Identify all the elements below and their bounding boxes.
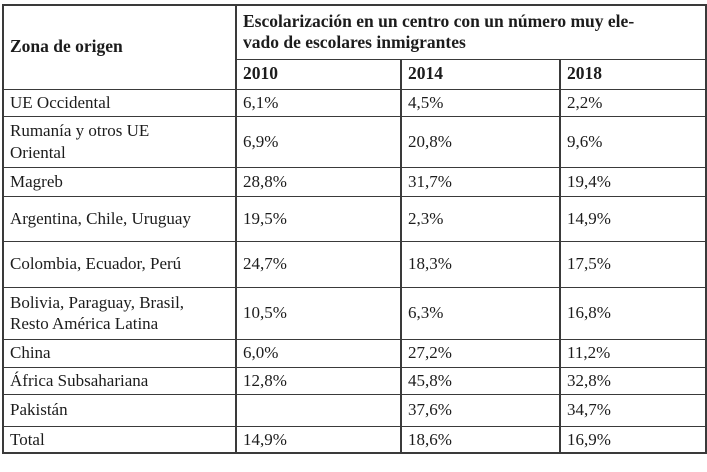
column-group-header-escolarizacion: Escolarización en un centro con un númer… <box>234 4 707 60</box>
value-cell-2018: 34,7% <box>558 393 707 427</box>
zone-cell: África Subsahariana <box>2 366 237 395</box>
table-row-africa-subsahariana: África Subsahariana 12,8% 45,8% 32,8% <box>2 366 707 395</box>
value-cell-2014: 6,3% <box>400 286 561 340</box>
value-cell-2014: 18,6% <box>400 425 561 454</box>
value-cell-2018: 32,8% <box>558 366 707 395</box>
table-row-bolivia-paraguay-brasil-resto: Bolivia, Paraguay, Brasil, Resto América… <box>2 286 707 340</box>
zone-line-1: Bolivia, Paraguay, Brasil, <box>10 292 185 312</box>
schooling-table-container: Zona de origen Escolarización en un cent… <box>2 4 707 454</box>
value-cell-2018: 2,2% <box>558 88 707 117</box>
value-cell-2018: 11,2% <box>558 338 707 368</box>
value-cell-2010: 24,7% <box>235 240 402 288</box>
column-header-2010: 2010 <box>235 58 402 90</box>
table-row-magreb: Magreb 28,8% 31,7% 19,4% <box>2 166 707 197</box>
value-cell-2010-empty <box>235 393 402 427</box>
column-header-2018: 2018 <box>558 58 707 90</box>
table-row-ue-occidental: UE Occidental 6,1% 4,5% 2,2% <box>2 88 707 117</box>
zone-cell: Argentina, Chile, Uruguay <box>2 195 237 242</box>
value-cell-2018: 16,8% <box>558 286 707 340</box>
value-cell-2010: 14,9% <box>235 425 402 454</box>
value-cell-2018: 9,6% <box>558 115 707 168</box>
column-header-2014: 2014 <box>400 58 561 90</box>
zone-cell: China <box>2 338 237 368</box>
zone-line-1: Rumanía y otros UE <box>10 121 150 141</box>
value-cell-2010: 19,5% <box>235 195 402 242</box>
value-cell-2014: 4,5% <box>400 88 561 117</box>
value-cell-2010: 6,1% <box>235 88 402 117</box>
table-row-colombia-ecuador-peru: Colombia, Ecuador, Perú 24,7% 18,3% 17,5… <box>2 240 707 288</box>
group-header-line-2: vado de escolares inmigrantes <box>243 32 466 53</box>
value-cell-2010: 10,5% <box>235 286 402 340</box>
value-cell-2014: 37,6% <box>400 393 561 427</box>
zone-cell: Colombia, Ecuador, Perú <box>2 240 237 288</box>
zone-cell: UE Occidental <box>2 88 237 117</box>
value-cell-2010: 28,8% <box>235 166 402 197</box>
value-cell-2018: 16,9% <box>558 425 707 454</box>
zone-line-2: Resto América Latina <box>10 314 159 333</box>
value-cell-2014: 45,8% <box>400 366 561 395</box>
column-header-zona-de-origen: Zona de origen <box>2 4 237 90</box>
value-cell-2010: 6,9% <box>235 115 402 168</box>
table-row-pakistan: Pakistán 37,6% 34,7% <box>2 393 707 427</box>
value-cell-2014: 2,3% <box>400 195 561 242</box>
group-header-line-1: Escolarización en un centro con un númer… <box>243 10 635 31</box>
table-row-china: China 6,0% 27,2% 11,2% <box>2 338 707 368</box>
value-cell-2010: 6,0% <box>235 338 402 368</box>
header-row-main: Zona de origen Escolarización en un cent… <box>2 4 707 90</box>
table-row-total: Total 14,9% 18,6% 16,9% <box>2 425 707 454</box>
header-row-years: 2010 2014 2018 <box>3 58 707 90</box>
zone-cell: Total <box>2 425 237 454</box>
value-cell-2014: 27,2% <box>400 338 561 368</box>
value-cell-2018: 14,9% <box>558 195 707 242</box>
table-row-rumania-ue-oriental: Rumanía y otros UE Oriental 6,9% 20,8% 9… <box>2 115 707 168</box>
zone-cell: Magreb <box>2 166 237 197</box>
value-cell-2018: 17,5% <box>558 240 707 288</box>
value-cell-2014: 20,8% <box>400 115 561 168</box>
zone-cell: Pakistán <box>2 393 237 427</box>
zone-cell: Bolivia, Paraguay, Brasil, Resto América… <box>2 286 237 340</box>
zone-line-2: Oriental <box>10 142 66 162</box>
schooling-table: Zona de origen Escolarización en un cent… <box>2 4 707 454</box>
value-cell-2010: 12,8% <box>235 366 402 395</box>
value-cell-2014: 31,7% <box>400 166 561 197</box>
zone-cell: Rumanía y otros UE Oriental <box>2 115 237 168</box>
value-cell-2014: 18,3% <box>400 240 561 288</box>
value-cell-2018: 19,4% <box>558 166 707 197</box>
table-row-argentina-chile-uruguay: Argentina, Chile, Uruguay 19,5% 2,3% 14,… <box>2 195 707 242</box>
